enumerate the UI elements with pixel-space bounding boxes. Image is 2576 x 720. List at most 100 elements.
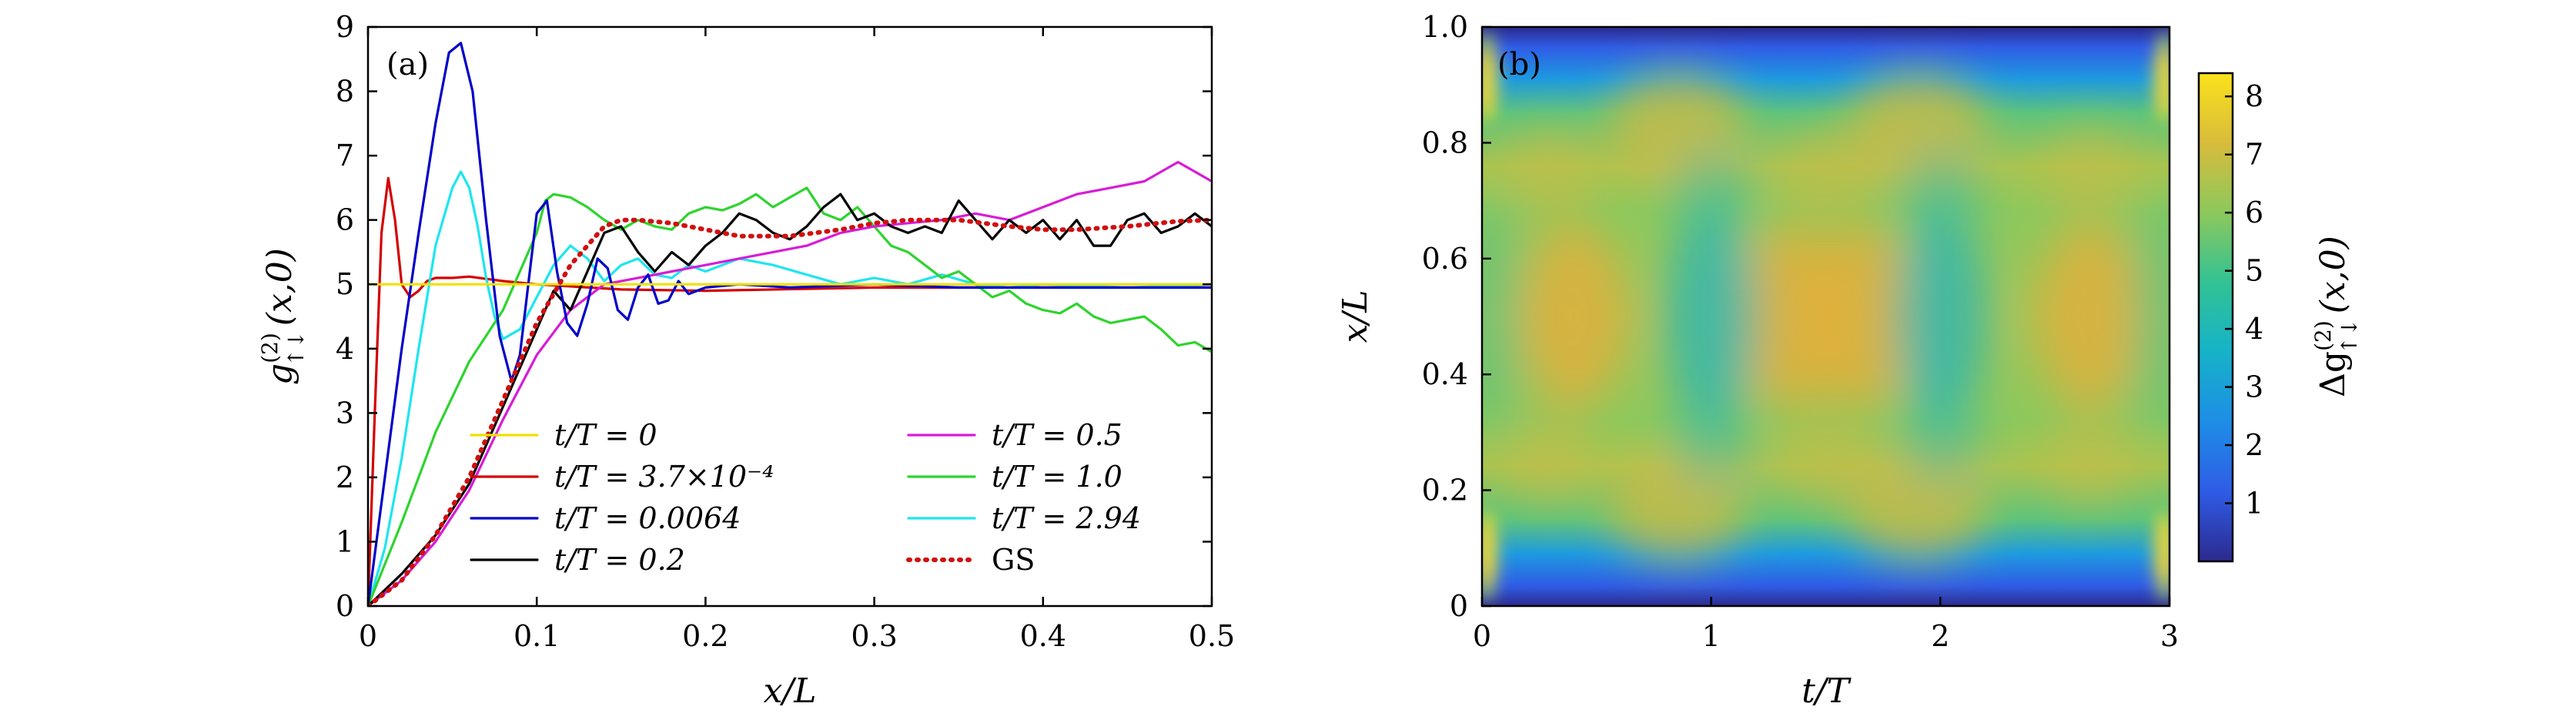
- heatmap-blob: [1668, 146, 1754, 232]
- panel-a-legend: t/T = 0 t/T = 3.7×10⁻⁴ t/T = 0.0064 t/T = 0…: [470, 418, 1141, 577]
- cb-label-sub: ↑↓: [2337, 318, 2362, 354]
- heatmap-blob: [2035, 224, 2143, 409]
- y-tick-label: 5: [336, 267, 354, 301]
- y-tick-label: 1.0: [1422, 10, 1468, 44]
- panel-b-label: (b): [1497, 47, 1541, 82]
- colorbar-tick-label: 1: [2245, 487, 2263, 521]
- svg-text:g(2)↑↓(x,0): g(2)↑↓ (x,0): [257, 248, 309, 385]
- legend-entry: t/T = 0.0064: [554, 501, 741, 535]
- y-tick-label: 1: [336, 524, 354, 558]
- y-tick-label: 2: [336, 460, 354, 494]
- y-tick-label: 7: [336, 139, 354, 172]
- colorbar-tick-label: 6: [2245, 196, 2263, 229]
- heatmap-edge-feature: [1482, 32, 1494, 57]
- x-tick-label: 2: [1931, 619, 1949, 653]
- y-tick-label: 0.6: [1422, 242, 1468, 276]
- legend-entry: t/T = 0.2: [554, 543, 685, 577]
- colorbar-label: Δg(2)↑↓ (x,0): [2310, 236, 2362, 397]
- ylabel-sub: ↑↓: [283, 330, 309, 367]
- x-tick-label: 0.3: [851, 619, 897, 653]
- x-tick-label: 0.4: [1020, 619, 1066, 653]
- x-tick-label: 0: [1473, 619, 1491, 653]
- heatmap-blob: [1806, 224, 1915, 409]
- heatmap-blob: [1664, 209, 1758, 424]
- x-tick-label: 3: [2160, 619, 2179, 653]
- heatmap-blob: [1898, 146, 1983, 232]
- y-tick-label: 8: [336, 75, 354, 109]
- panel-b: 0 1 2 3 0 0.2 0.4 0.6 0.8 1.0 (b) t/T x/L 1 2 3 4 5 6 7…: [1336, 10, 2362, 711]
- heatmap-features: [1482, 71, 2170, 562]
- heatmap-blob: [1779, 126, 1872, 218]
- x-tick-label: 0.1: [514, 619, 560, 653]
- series-line: [368, 186, 1212, 606]
- panel-b-xlabel: t/T: [1802, 671, 1852, 711]
- cb-label-main: Δg: [2313, 351, 2353, 397]
- heatmap-edge-feature: [2154, 511, 2170, 597]
- panel-a-ylabel: g(2)↑↓ (x,0): [257, 248, 309, 385]
- series-line: [368, 176, 1212, 606]
- legend-entry: t/T = 2.94: [992, 501, 1141, 535]
- heatmap-blob: [1520, 224, 1628, 409]
- panel-a-series: [368, 42, 1212, 606]
- colorbar-tick-label: 3: [2245, 370, 2263, 404]
- colorbar-tick-label: 4: [2245, 312, 2263, 346]
- legend-entry: GS: [992, 543, 1035, 577]
- y-tick-label: 0: [1450, 589, 1468, 623]
- panel-a-frame: [366, 25, 1213, 608]
- heatmap-edge-feature: [1482, 511, 1497, 597]
- heatmap-blob: [1668, 401, 1754, 487]
- ylabel-args: (x,0): [260, 248, 299, 326]
- heatmap-blob: [2135, 201, 2170, 432]
- heatmap-blob: [2042, 415, 2136, 507]
- heatmap-edge-feature: [1482, 576, 1494, 601]
- series-line: [368, 193, 1212, 606]
- heatmap-blob: [1504, 415, 1597, 507]
- y-tick-label: 0: [336, 589, 354, 623]
- heatmap-edge-feature: [2157, 576, 2170, 601]
- heatmap-blob: [2042, 126, 2136, 218]
- y-tick-label: 6: [336, 203, 354, 237]
- heatmap-blob: [1482, 201, 1517, 432]
- colorbar-tick-label: 7: [2245, 138, 2263, 172]
- x-tick-label: 1: [1702, 619, 1721, 653]
- colorbar-tick-label: 2: [2245, 428, 2263, 462]
- panel-b-ylabel: x/L: [1336, 290, 1375, 343]
- legend-entry: t/T = 3.7×10⁻⁴: [554, 460, 774, 494]
- panel-b-ticks: 0 1 2 3 0 0.2 0.4 0.6 0.8 1.0: [1422, 10, 2180, 653]
- heatmap-blob: [1898, 401, 1983, 487]
- series-line: [368, 170, 1212, 606]
- legend-entry: t/T = 0: [554, 418, 657, 452]
- heatmap-blob: [1504, 126, 1597, 218]
- y-tick-label: 3: [336, 396, 354, 430]
- y-tick-label: 0.2: [1422, 474, 1468, 507]
- panel-a: 0 0.1 0.2 0.3 0.4 0.5 0 1 2 3 4 5 6 7 8 9 (a) x/L g(2)↑…: [257, 10, 1235, 711]
- y-tick-label: 4: [336, 332, 354, 366]
- colorbar: [2197, 72, 2234, 563]
- y-tick-label: 0.4: [1422, 357, 1468, 391]
- legend-entry: t/T = 1.0: [992, 460, 1122, 494]
- y-tick-label: 9: [336, 10, 354, 44]
- heatmap-edge-feature: [2154, 36, 2170, 122]
- cb-label-args: (x,0): [2313, 236, 2353, 313]
- colorbar-ticks: 1 2 3 4 5 6 7 8: [2225, 79, 2263, 521]
- panel-a-label: (a): [386, 47, 429, 82]
- x-tick-label: 0.5: [1189, 619, 1235, 653]
- cb-label-sup: (2): [2310, 320, 2336, 351]
- heatmap-edge-feature: [1482, 36, 1497, 122]
- heatmap-edges: [1482, 32, 2170, 601]
- panel-a-ticks: 0 0.1 0.2 0.3 0.4 0.5 0 1 2 3 4 5 6 7 8 9: [336, 10, 1235, 653]
- colorbar-tick-label: 8: [2245, 79, 2263, 113]
- panel-a-xlabel: x/L: [764, 671, 817, 711]
- heatmap-blob: [1894, 209, 1987, 424]
- heatmap-blob: [1779, 415, 1872, 507]
- ylabel-sup: (2): [257, 333, 283, 363]
- svg-text:Δg(2)↑↓(x,0): Δg(2)↑↓ (x,0): [2310, 236, 2362, 397]
- colorbar-tick-label: 5: [2245, 254, 2263, 288]
- series-line: [368, 217, 1212, 606]
- heatmap-edge-feature: [2157, 32, 2170, 57]
- panel-b-frame: [1480, 25, 2171, 608]
- legend-entry: t/T = 0.5: [992, 418, 1122, 452]
- ylabel-main: g: [260, 363, 299, 385]
- heatmap: [1482, 27, 2170, 606]
